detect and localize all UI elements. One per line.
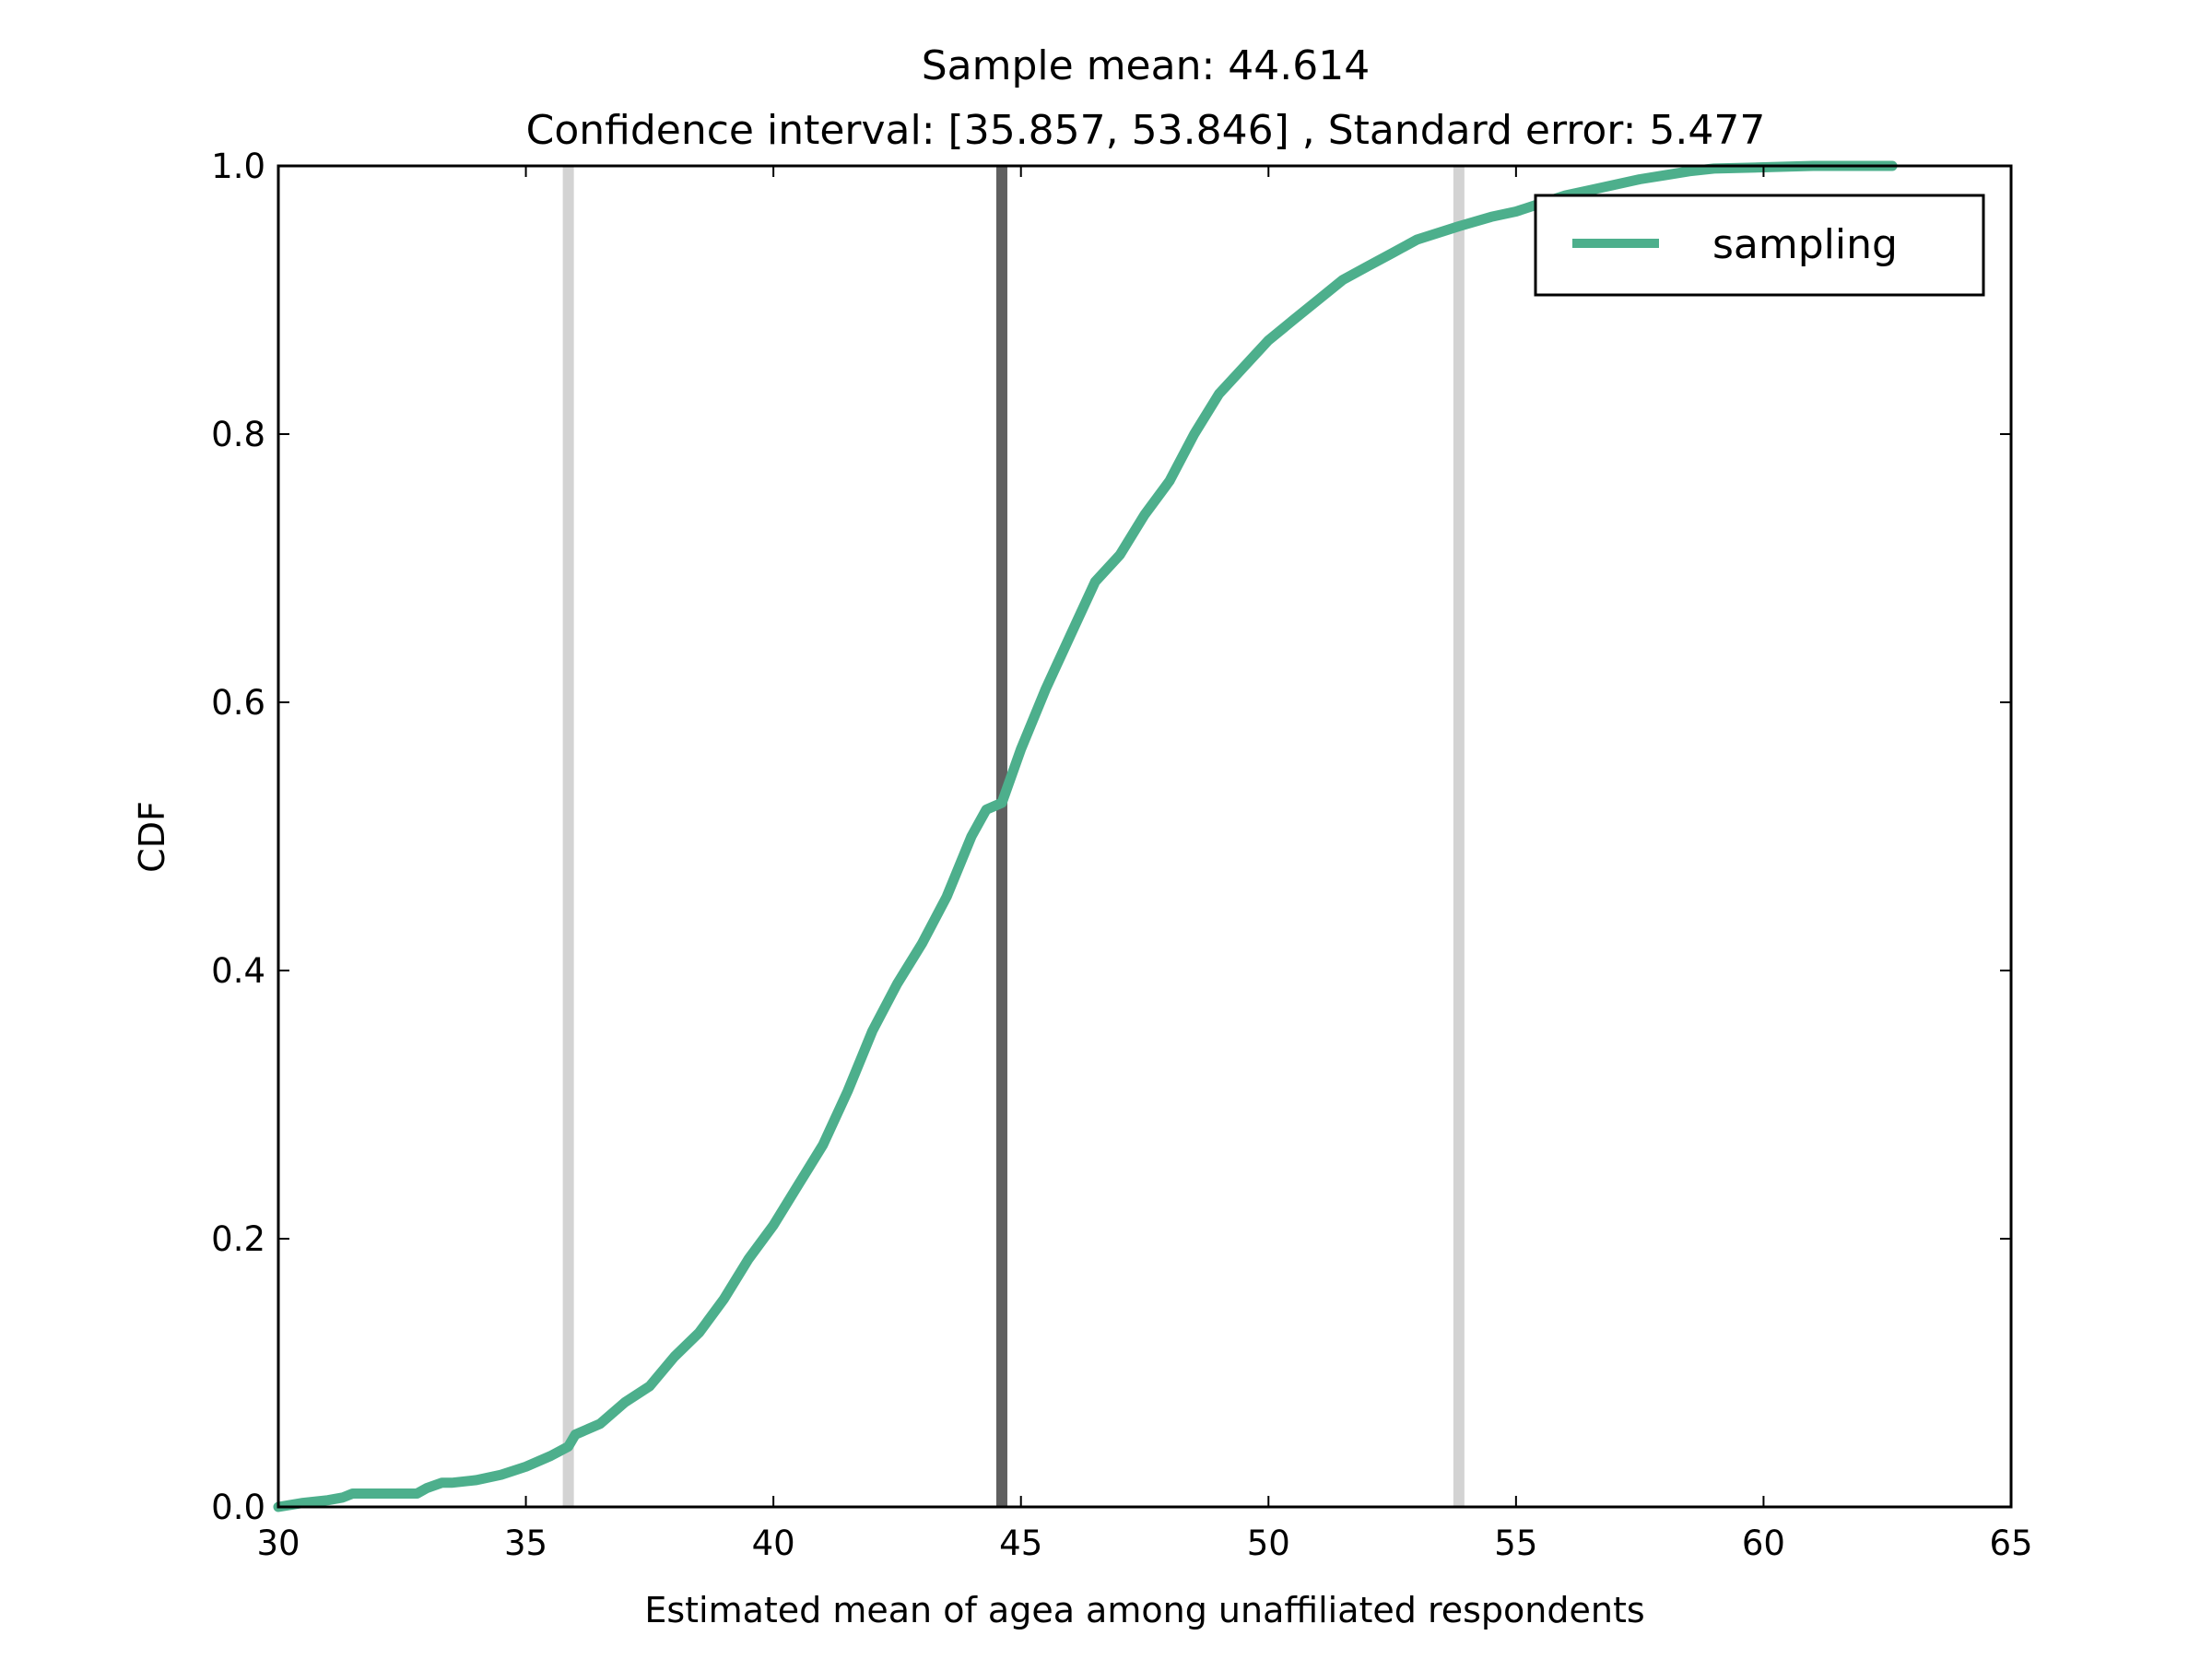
chart-title-line-1: Sample mean: 44.614 — [922, 42, 1371, 89]
x-tick-label: 35 — [504, 1524, 547, 1563]
x-tick-label: 50 — [1247, 1524, 1290, 1563]
y-tick-label: 0.2 — [211, 1219, 265, 1259]
y-tick-label: 0.8 — [211, 415, 265, 454]
chart-title-line-2: Confidence interval: [35.857, 53.846] , … — [526, 107, 1766, 154]
y-tick-label: 0.6 — [211, 683, 265, 723]
x-tick-label: 40 — [752, 1524, 795, 1563]
legend: sampling — [1534, 194, 1985, 297]
y-axis-label: CDF — [132, 801, 172, 873]
x-tick-labels: 30 35 40 45 50 55 60 65 — [256, 1524, 2032, 1563]
x-tick-label: 60 — [1742, 1524, 1785, 1563]
y-tick-labels: 0.0 0.2 0.4 0.6 0.8 1.0 — [211, 147, 265, 1527]
y-tick-label: 0.0 — [211, 1488, 265, 1527]
x-tick-label: 30 — [256, 1524, 300, 1563]
reference-lines — [562, 166, 1465, 1507]
axis-ticks — [277, 165, 2012, 1508]
y-tick-label: 0.4 — [211, 951, 265, 991]
plot-area-frame — [276, 164, 2013, 1509]
x-tick-label: 65 — [1989, 1524, 2032, 1563]
legend-label-sampling: sampling — [1712, 221, 1898, 268]
x-tick-label: 55 — [1494, 1524, 1537, 1563]
x-axis-label: Estimated mean of agea among unaffiliate… — [644, 1590, 1644, 1630]
y-tick-label: 1.0 — [211, 147, 265, 186]
x-tick-label: 45 — [999, 1524, 1042, 1563]
